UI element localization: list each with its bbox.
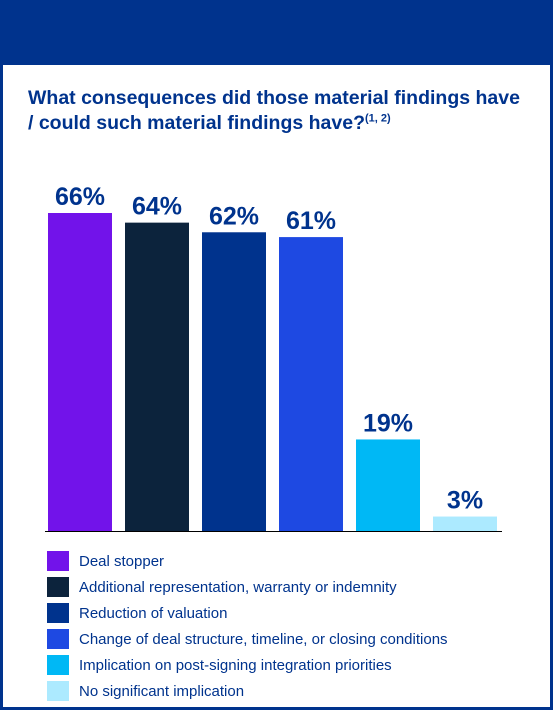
bar-2 xyxy=(125,222,189,532)
legend-label: Reduction of valuation xyxy=(79,604,228,622)
legend-label: Change of deal structure, timeline, or c… xyxy=(79,630,448,648)
bar-4 xyxy=(279,237,343,531)
legend-item-4: Change of deal structure, timeline, or c… xyxy=(47,626,448,652)
legend-item-1: Deal stopper xyxy=(47,548,448,574)
legend-swatch xyxy=(47,551,69,571)
bar-value-label-4: 61% xyxy=(286,207,336,235)
bar-group xyxy=(48,213,497,532)
legend-swatch xyxy=(47,681,69,701)
header-band xyxy=(0,0,553,65)
legend-swatch xyxy=(47,577,69,597)
legend-label: Deal stopper xyxy=(79,552,165,570)
bar-value-label-1: 66% xyxy=(55,183,105,211)
bar-value-label-2: 64% xyxy=(132,193,182,221)
bar-5 xyxy=(356,439,420,531)
bar-1 xyxy=(48,213,112,531)
legend-item-5: Implication on post-signing integration … xyxy=(47,652,448,678)
bar-6 xyxy=(433,516,497,531)
bar-chart: 66% 64% 62% 61% 19% 3% xyxy=(45,183,502,532)
legend-swatch xyxy=(47,629,69,649)
legend-label: Additional representation, warranty or i… xyxy=(79,578,397,596)
legend-swatch xyxy=(47,655,69,675)
legend-item-6: No significant implication xyxy=(47,678,448,704)
legend-label: No significant implication xyxy=(79,682,245,700)
legend-item-3: Reduction of valuation xyxy=(47,600,448,626)
legend-label: Implication on post-signing integration … xyxy=(79,656,392,674)
bar-3 xyxy=(202,232,266,532)
legend-item-2: Additional representation, warranty or i… xyxy=(47,574,448,600)
chart-title: What consequences did those material fin… xyxy=(28,86,528,136)
legend: Deal stopper Additional representation, w… xyxy=(47,548,448,704)
bar-value-label-5: 19% xyxy=(363,409,413,437)
bar-value-label-3: 62% xyxy=(209,202,259,230)
bar-value-label-6: 3% xyxy=(447,487,483,515)
chart-title-footnote: (1, 2) xyxy=(364,112,391,125)
bar-label-group: 66% 64% 62% 61% 19% 3% xyxy=(55,183,483,515)
legend-swatch xyxy=(47,603,69,623)
chart-title-text: What consequences did those material fin… xyxy=(28,87,520,134)
